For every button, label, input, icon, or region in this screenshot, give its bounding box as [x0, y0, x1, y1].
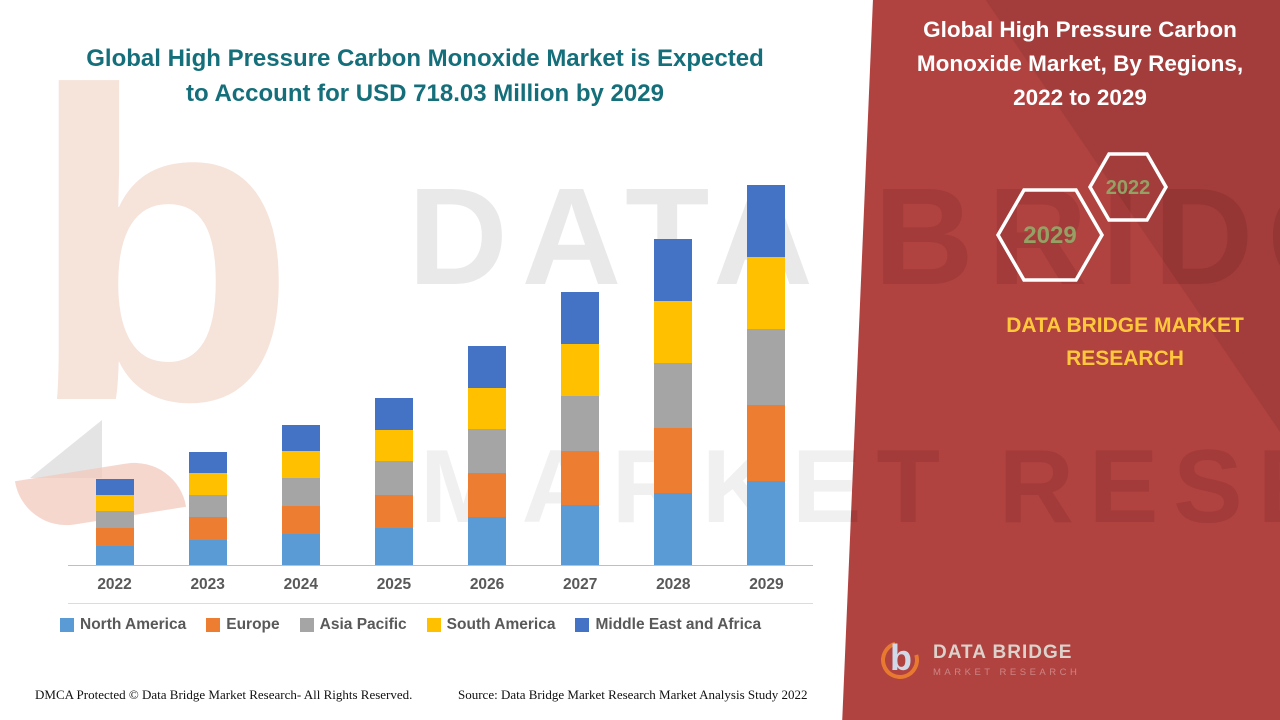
segment-north-america: [747, 481, 786, 565]
x-axis-label-2028: 2028: [656, 575, 691, 593]
logo-title: DATA BRIDGE: [933, 642, 1073, 663]
legend-swatch-icon: [299, 618, 314, 632]
segment-north-america: [95, 545, 134, 565]
segment-europe: [188, 517, 227, 541]
legend-item-north-america: North America: [60, 616, 186, 634]
segment-north-america: [468, 516, 507, 565]
chart-legend: North America Europe Asia Pacific South Ame…: [60, 616, 850, 634]
page-title: Global High Pressure Carbon Monoxide Mar…: [86, 45, 764, 107]
hexagon-2022-outline: [1087, 152, 1169, 222]
logo-b-glyph: b: [890, 637, 912, 678]
segment-asia-pacific: [374, 461, 413, 495]
segment-middle-east-and-africa: [281, 424, 320, 452]
segment-asia-pacific: [747, 329, 786, 406]
segment-north-america: [561, 505, 600, 565]
segment-asia-pacific: [654, 362, 693, 428]
segment-europe: [561, 450, 600, 506]
dmca-notice: DMCA Protected © Data Bridge Market Rese…: [35, 687, 413, 702]
x-axis-label-2022: 2022: [97, 575, 132, 593]
brand-wordmark: DATA BRIDGE MARKET RESEARCH: [1006, 314, 1244, 370]
segment-asia-pacific: [561, 396, 600, 451]
stacked-bar-2027: [561, 292, 600, 565]
segment-south-america: [374, 429, 413, 462]
segment-europe: [654, 427, 693, 493]
segment-asia-pacific: [95, 510, 134, 529]
segment-south-america: [654, 300, 693, 363]
x-axis-label-2024: 2024: [283, 575, 319, 593]
bar-plot: [68, 182, 813, 566]
legend-label: Europe: [226, 616, 280, 633]
segment-south-america: [95, 494, 134, 511]
legend-item-south-america: South America: [426, 616, 556, 634]
legend-label: Asia Pacific: [319, 616, 407, 633]
segment-middle-east-and-africa: [561, 292, 600, 345]
x-axis-label-2029: 2029: [749, 575, 784, 593]
segment-north-america: [374, 528, 413, 565]
segment-asia-pacific: [281, 478, 320, 507]
stacked-bar-2023: [188, 451, 227, 565]
legend-label: Middle East and Africa: [595, 616, 762, 633]
segment-europe: [95, 528, 134, 546]
segment-middle-east-and-africa: [95, 478, 134, 495]
stacked-bar-2029: [747, 185, 786, 565]
segment-north-america: [188, 540, 227, 565]
segment-europe: [747, 405, 786, 482]
x-axis-label-2023: 2023: [190, 575, 225, 593]
hexagon-2029-label: 2029: [1023, 222, 1076, 249]
x-axis-label-2025: 2025: [376, 575, 412, 593]
x-axis-labels: 2022 2023 2024 2025 2026 2027 2028 2029: [68, 566, 813, 604]
legend-swatch-icon: [426, 618, 441, 632]
segment-middle-east-and-africa: [374, 397, 413, 430]
segment-asia-pacific: [188, 494, 227, 518]
segment-north-america: [654, 493, 693, 565]
segment-south-america: [281, 451, 320, 479]
segment-europe: [468, 472, 507, 517]
footer-logo: b DATA BRIDGE MARKET RESEARCH: [874, 634, 1080, 686]
legend-swatch-icon: [206, 618, 221, 632]
logo-subtitle: MARKET RESEARCH: [933, 667, 1081, 678]
segment-europe: [281, 506, 320, 535]
legend-swatch-icon: [575, 618, 590, 632]
x-axis-label-2027: 2027: [562, 575, 598, 593]
stacked-bar-2028: [654, 239, 693, 565]
legend-label: South America: [446, 616, 556, 633]
segment-south-america: [468, 387, 507, 430]
stacked-bar-2026: [468, 346, 507, 565]
x-axis-label-2026: 2026: [469, 575, 505, 593]
legend-label: North America: [80, 616, 187, 633]
legend-item-asia-pacific: Asia Pacific: [299, 616, 407, 634]
panel-title: Global High Pressure Carbon Monoxide Mar…: [916, 17, 1244, 110]
stacked-bar-2022: [95, 478, 134, 565]
segment-south-america: [188, 472, 227, 495]
legend-swatch-icon: [60, 618, 74, 632]
data-bridge-logo-icon: b: [874, 634, 926, 686]
segment-asia-pacific: [468, 429, 507, 473]
segment-middle-east-and-africa: [188, 451, 227, 473]
segment-south-america: [747, 257, 786, 330]
hexagon-2022-label: 2022: [1106, 177, 1151, 199]
segment-europe: [374, 494, 413, 528]
hexagon-2029-outline: [995, 188, 1105, 282]
year-hexagons: 2029 2022: [985, 140, 1185, 310]
segment-north-america: [281, 534, 320, 565]
segment-middle-east-and-africa: [468, 346, 507, 388]
segment-south-america: [561, 344, 600, 397]
source-note: Source: Data Bridge Market Research Mark…: [458, 687, 808, 702]
segment-middle-east-and-africa: [654, 239, 693, 301]
logo-text-block: DATA BRIDGE MARKET RESEARCH: [933, 642, 1080, 678]
legend-item-europe: Europe: [206, 616, 280, 634]
legend-item-middle-east-and-africa: Middle East and Africa: [575, 616, 761, 634]
stacked-bar-2025: [374, 397, 413, 565]
stacked-bar-2024: [281, 424, 320, 565]
segment-middle-east-and-africa: [747, 185, 786, 258]
